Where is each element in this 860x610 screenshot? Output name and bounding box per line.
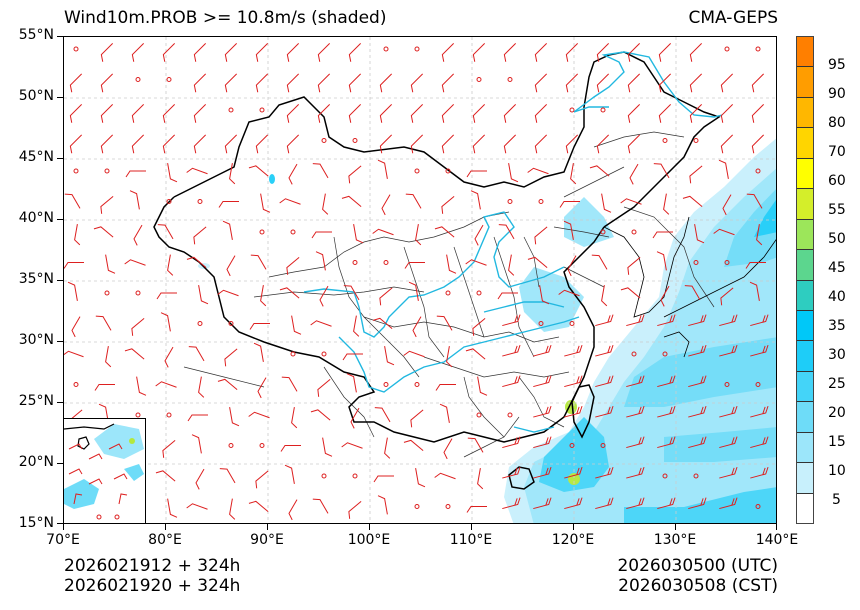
colorbar-box xyxy=(797,310,813,342)
tick-mark xyxy=(776,524,777,530)
national-border xyxy=(153,51,721,490)
tick-mark xyxy=(57,402,63,403)
colorbar-label: 5 xyxy=(832,492,841,508)
south-china-sea-inset xyxy=(63,418,146,524)
colorbar-label: 20 xyxy=(828,405,846,421)
lon-tick-110: 110°E xyxy=(449,532,493,548)
lat-tick-20: 20°N xyxy=(18,454,54,470)
valid-time-cst: 2026030508 (CST) xyxy=(618,576,778,596)
init-time-utc: 2026021912 + 324h xyxy=(64,556,241,576)
colorbar-label: 30 xyxy=(828,347,846,363)
tick-mark xyxy=(57,158,63,159)
colorbar-box xyxy=(797,493,813,523)
lat-tick-25: 25°N xyxy=(18,393,54,409)
colorbar-label: 95 xyxy=(828,57,846,73)
lat-tick-40: 40°N xyxy=(18,210,54,226)
lon-tick-100: 100°E xyxy=(347,532,391,548)
colorbar-label: 25 xyxy=(828,376,846,392)
lon-tick-90: 90°E xyxy=(250,532,284,548)
colorbar-label: 80 xyxy=(828,115,846,131)
init-time-block: 2026021912 + 324h 2026021920 + 324h xyxy=(64,556,240,596)
map-panel[interactable] xyxy=(63,36,777,524)
colorbar-box xyxy=(797,280,813,311)
colorbar-label: 60 xyxy=(828,173,846,189)
tick-mark xyxy=(63,524,64,530)
colorbar-box xyxy=(797,67,813,98)
colorbar-label: 35 xyxy=(828,318,846,334)
lon-tick-140: 140°E xyxy=(755,532,799,548)
colorbar-box xyxy=(797,250,813,281)
lat-tick-50: 50°N xyxy=(18,88,54,104)
tick-mark xyxy=(369,524,370,530)
lat-tick-30: 30°N xyxy=(18,332,54,348)
wind-barbs xyxy=(64,42,769,521)
tick-mark xyxy=(471,524,472,530)
lat-tick-15: 15°N xyxy=(18,515,54,531)
colorbar-box xyxy=(797,189,813,220)
lon-tick-120: 120°E xyxy=(551,532,595,548)
colorbar-box xyxy=(797,463,813,494)
lat-tick-35: 35°N xyxy=(18,271,54,287)
chart-title: Wind10m.PROB >= 10.8m/s (shaded) xyxy=(64,8,387,28)
tick-mark xyxy=(675,524,676,530)
colorbar-box xyxy=(797,128,813,159)
valid-time-utc: 2026030500 (UTC) xyxy=(617,556,778,576)
colorbar-label: 50 xyxy=(828,231,846,247)
colorbar-label: 70 xyxy=(828,144,846,160)
tick-mark xyxy=(57,219,63,220)
tick-mark xyxy=(165,524,166,530)
probability-shading xyxy=(198,138,776,523)
colorbar-box xyxy=(797,402,813,433)
colorbar-box xyxy=(797,432,813,464)
province-borders xyxy=(183,131,715,458)
lat-tick-45: 45°N xyxy=(18,149,54,165)
inset-map xyxy=(64,423,144,520)
lat-tick-55: 55°N xyxy=(18,27,54,43)
tick-mark xyxy=(57,36,63,37)
rivers xyxy=(303,51,723,433)
init-time-cst: 2026021920 + 324h xyxy=(64,576,241,596)
colorbar xyxy=(796,36,814,524)
coastlines xyxy=(603,216,776,358)
tick-mark xyxy=(57,341,63,342)
lon-tick-130: 130°E xyxy=(653,532,697,548)
tick-mark xyxy=(57,280,63,281)
lon-tick-70: 70°E xyxy=(46,532,80,548)
colorbar-box xyxy=(797,371,813,403)
colorbar-box xyxy=(797,341,813,372)
model-label: CMA-GEPS xyxy=(688,8,778,28)
tick-mark xyxy=(573,524,574,530)
map-canvas xyxy=(64,37,776,523)
colorbar-label: 90 xyxy=(828,86,846,102)
tick-mark xyxy=(57,523,63,524)
colorbar-box xyxy=(797,158,813,190)
colorbar-box xyxy=(797,37,813,68)
colorbar-label: 10 xyxy=(828,463,846,479)
lon-tick-80: 80°E xyxy=(148,532,182,548)
colorbar-label: 45 xyxy=(828,260,846,276)
tick-mark xyxy=(267,524,268,530)
graticule xyxy=(64,37,776,523)
colorbar-label: 55 xyxy=(828,202,846,218)
tick-mark xyxy=(57,97,63,98)
colorbar-label: 15 xyxy=(828,434,846,450)
colorbar-box xyxy=(797,97,813,129)
valid-time-block: 2026030500 (UTC) 2026030508 (CST) xyxy=(617,556,778,596)
tick-mark xyxy=(57,463,63,464)
colorbar-box xyxy=(797,219,813,251)
colorbar-label: 40 xyxy=(828,289,846,305)
